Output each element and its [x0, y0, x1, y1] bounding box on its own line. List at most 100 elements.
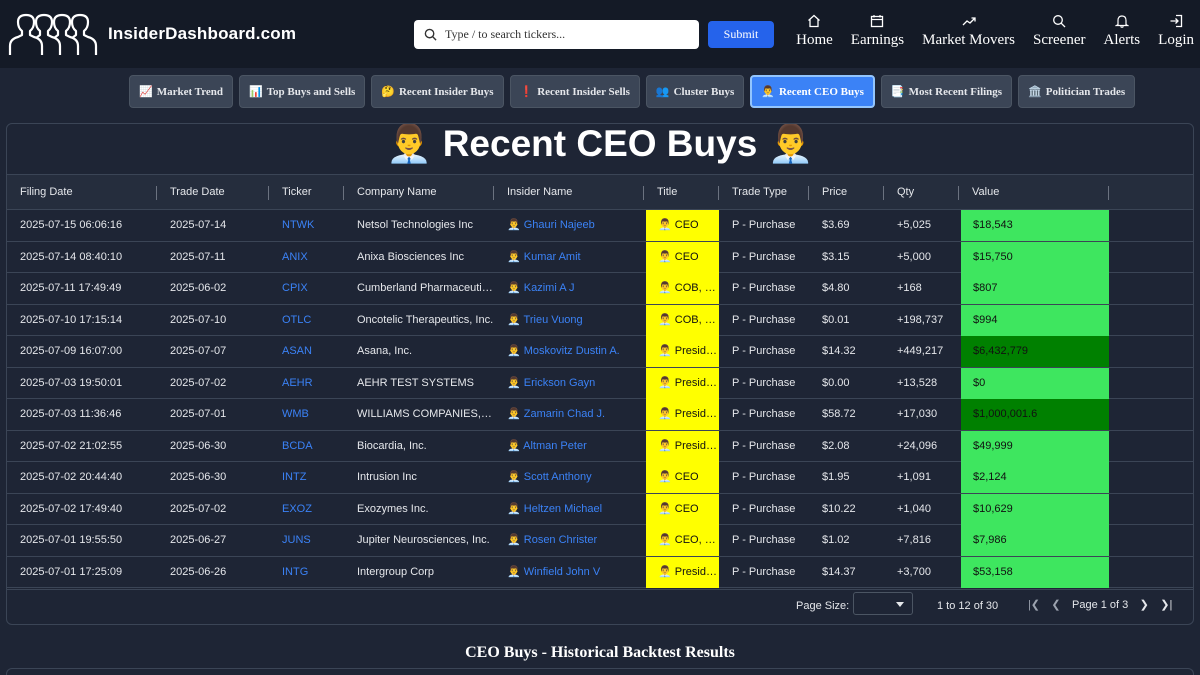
nav-earnings[interactable]: Earnings	[851, 14, 904, 49]
tab-market-trend[interactable]: 📈 Market Trend	[129, 75, 234, 108]
column-resize-handle[interactable]	[718, 186, 719, 200]
column-header-trade-type[interactable]: Trade Type	[719, 175, 809, 211]
nav-screener-label: Screener	[1033, 32, 1086, 48]
column-header-title[interactable]: Title	[644, 175, 719, 211]
cell-insider-name[interactable]: 👨‍💼 Moskovitz Dustin A.	[507, 345, 620, 357]
page-size-label: Page Size:	[796, 600, 850, 612]
tab-top-buys-and-sells[interactable]: 📊 Top Buys and Sells	[239, 75, 366, 108]
tab-most-recent-filings[interactable]: 📑 Most Recent Filings	[880, 75, 1013, 108]
table-row[interactable]: 2025-07-02 17:49:40 2025-07-02 EXOZ Exozyme…	[7, 493, 1193, 525]
table-row[interactable]: 2025-07-11 17:49:49 2025-06-02 CPIX Cumberl…	[7, 273, 1193, 305]
table-row[interactable]: 2025-07-10 17:15:14 2025-07-10 OTLC Oncotel…	[7, 304, 1193, 336]
exclamation-icon: ❗	[519, 86, 534, 98]
column-resize-handle[interactable]	[493, 186, 494, 200]
column-header-trade-date[interactable]: Trade Date	[157, 175, 269, 211]
cell-ticker[interactable]: OTLC	[282, 313, 312, 326]
next-page-icon[interactable]: ❯	[1139, 599, 1149, 611]
table-row[interactable]: 2025-07-15 06:06:16 2025-07-14 NTWK Netsol …	[7, 210, 1193, 242]
cell-insider-name[interactable]: 👨‍💼 Kazimi A J	[507, 282, 575, 294]
logo[interactable]: InsiderDashboard.com	[8, 12, 296, 56]
cell-company-name: Oncotelic Therapeutics, Inc.	[357, 313, 494, 326]
cell-ticker[interactable]: CPIX	[282, 282, 308, 294]
column-header-company-name[interactable]: Company Name	[344, 175, 494, 211]
table-row[interactable]: 2025-07-14 08:40:10 2025-07-11 ANIX Anixa B…	[7, 241, 1193, 273]
cell-insider-name[interactable]: 👨‍💼 Heltzen Michael	[507, 502, 603, 515]
page-size-select[interactable]	[853, 592, 913, 615]
cell-insider-name[interactable]: 👨‍💼 Altman Peter	[507, 439, 587, 452]
column-resize-handle[interactable]	[1108, 186, 1109, 200]
column-resize-handle[interactable]	[268, 186, 269, 200]
column-header-qty[interactable]: Qty	[884, 175, 959, 211]
cell-company-name: Cumberland Pharmaceuticals Inc	[357, 282, 494, 294]
cell-price: $2.08	[822, 439, 850, 452]
tab-politician-trades[interactable]: 🏛️ Politician Trades	[1018, 75, 1136, 108]
column-resize-handle[interactable]	[343, 186, 344, 200]
cell-ticker[interactable]: INTZ	[282, 471, 307, 483]
cell-company-name: Intrusion Inc	[357, 471, 417, 483]
cell-ticker[interactable]: JUNS	[282, 534, 311, 546]
people-logo-icon	[8, 13, 98, 55]
cell-filing-date: 2025-07-15 06:06:16	[20, 219, 123, 231]
table-row[interactable]: 2025-07-02 20:44:40 2025-06-30 INTZ Intrusi…	[7, 462, 1193, 494]
cell-ticker[interactable]: NTWK	[282, 219, 315, 231]
table-row[interactable]: 2025-07-03 19:50:01 2025-07-02 AEHR AEHR TE…	[7, 367, 1193, 399]
cell-ticker[interactable]: WMB	[282, 408, 309, 420]
first-page-icon[interactable]: |❮	[1027, 599, 1041, 611]
cell-ticker[interactable]: ASAN	[282, 345, 312, 357]
column-header-insider-name[interactable]: Insider Name	[494, 175, 644, 211]
cell-ticker[interactable]: EXOZ	[282, 502, 312, 515]
cell-filing-date: 2025-07-01 19:55:50	[20, 534, 123, 546]
cell-ticker[interactable]: INTG	[282, 565, 309, 578]
column-header-label: Trade Type	[732, 186, 788, 198]
last-page-icon[interactable]: ❯|	[1160, 599, 1173, 611]
nav-alerts[interactable]: Alerts	[1103, 14, 1140, 49]
cell-insider-name[interactable]: 👨‍💼 Ghauri Najeeb	[507, 219, 595, 231]
cell-insider-name[interactable]: 👨‍💼 Scott Anthony	[507, 471, 592, 483]
column-resize-handle[interactable]	[958, 186, 959, 200]
cell-ticker[interactable]: AEHR	[282, 376, 313, 389]
cell-trade-type: P - Purchase	[732, 408, 796, 420]
tab-recent-ceo-buys[interactable]: 👨‍💼 Recent CEO Buys	[750, 75, 875, 108]
cell-ticker[interactable]: BCDA	[282, 439, 313, 452]
column-resize-handle[interactable]	[156, 186, 157, 200]
cell-filing-date: 2025-07-11 17:49:49	[20, 282, 122, 294]
table-row[interactable]: 2025-07-01 17:25:09 2025-06-26 INTG Intergr…	[7, 556, 1193, 588]
column-header-filing-date[interactable]: Filing Date	[7, 175, 157, 211]
cell-ticker[interactable]: ANIX	[282, 250, 308, 263]
tab-recent-insider-sells[interactable]: ❗ Recent Insider Sells	[509, 75, 640, 108]
column-header-label: Ticker	[282, 186, 312, 198]
submit-button[interactable]: Submit	[708, 21, 774, 48]
cell-filing-date: 2025-07-10 17:15:14	[20, 313, 123, 326]
cell-insider-name[interactable]: 👨‍💼 Erickson Gayn	[507, 376, 596, 389]
nav-home[interactable]: Home	[796, 14, 833, 49]
nav-market-movers[interactable]: Market Movers	[922, 14, 1015, 49]
table-row[interactable]: 2025-07-09 16:07:00 2025-07-07 ASAN Asana, …	[7, 336, 1193, 368]
cell-price: $14.37	[822, 565, 856, 578]
previous-page-icon[interactable]: ❮	[1051, 599, 1061, 611]
cell-company-name: Netsol Technologies Inc	[357, 219, 473, 231]
column-header-ticker[interactable]: Ticker	[269, 175, 344, 211]
table-row[interactable]: 2025-07-02 21:02:55 2025-06-30 BCDA Biocard…	[7, 430, 1193, 462]
cell-title: 👨‍💼 President, CEO	[646, 430, 719, 462]
tab-cluster-buys[interactable]: 👥 Cluster Buys	[645, 75, 745, 108]
column-header-price[interactable]: Price	[809, 175, 884, 211]
ticker-search-input[interactable]	[445, 27, 685, 42]
column-resize-handle[interactable]	[643, 186, 644, 200]
column-header-value[interactable]: Value	[959, 175, 1109, 211]
cell-insider-name[interactable]: 👨‍💼 Rosen Christer	[507, 534, 598, 546]
cell-qty: +198,737	[897, 313, 944, 326]
cell-insider-name[interactable]: 👨‍💼 Zamarin Chad J.	[507, 408, 606, 420]
cell-insider-name[interactable]: 👨‍💼 Trieu Vuong	[507, 313, 583, 326]
tab-label: Recent CEO Buys	[778, 85, 864, 98]
tab-recent-insider-buys[interactable]: 🤔 Recent Insider Buys	[371, 75, 504, 108]
nav-screener[interactable]: Screener	[1033, 14, 1085, 49]
column-resize-handle[interactable]	[808, 186, 809, 200]
cell-filing-date: 2025-07-09 16:07:00	[20, 345, 123, 357]
column-header-label: Price	[822, 186, 848, 198]
cell-insider-name[interactable]: 👨‍💼 Winfield John V	[507, 565, 601, 578]
cell-insider-name[interactable]: 👨‍💼 Kumar Amit	[507, 250, 581, 263]
table-row[interactable]: 2025-07-03 11:36:46 2025-07-01 WMB WILLIAMS…	[7, 399, 1193, 431]
table-row[interactable]: 2025-07-01 19:55:50 2025-06-27 JUNS Jupiter…	[7, 525, 1193, 557]
nav-login[interactable]: Login	[1158, 14, 1194, 49]
column-resize-handle[interactable]	[883, 186, 884, 200]
